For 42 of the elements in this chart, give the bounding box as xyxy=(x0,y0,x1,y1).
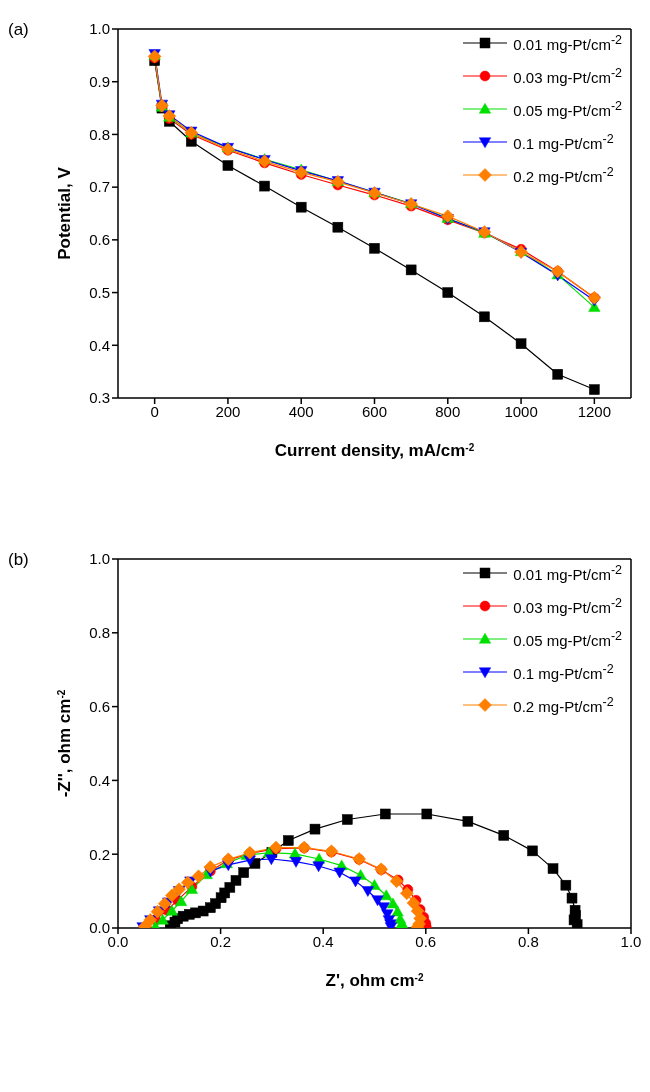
y-tick-label: 0.6 xyxy=(89,231,110,249)
y-tick-label: 0.6 xyxy=(89,697,110,715)
x-axis-title: Current density, mA/cm$^{-2}$ xyxy=(274,441,475,460)
x-tick-label: 1200 xyxy=(577,402,612,420)
x-tick-label: 400 xyxy=(288,402,314,420)
x-tick-label: 0.6 xyxy=(415,932,437,950)
x-tick-label: 1000 xyxy=(504,402,538,420)
y-tick-label: 0.5 xyxy=(89,283,110,301)
y-tick-label: 0.3 xyxy=(89,389,110,407)
legend-label: 0.05 mg-Pt/cm$^{-2}$ xyxy=(513,628,622,651)
y-tick-label: 0.0 xyxy=(89,919,110,937)
x-tick-label: 0.2 xyxy=(210,932,232,950)
legend-label: 0.03 mg-Pt/cm$^{-2}$ xyxy=(513,595,622,618)
legend-label: 0.01 mg-Pt/cm$^{-2}$ xyxy=(513,562,622,585)
legend-label: 0.2 mg-Pt/cm$^{-2}$ xyxy=(513,694,614,717)
x-axis-title: Z', ohm cm$^{-2}$ xyxy=(325,971,424,990)
text: (a) xyxy=(8,20,29,40)
x-tick-label: 800 xyxy=(435,402,461,420)
legend-label: 0.1 mg-Pt/cm$^{-2}$ xyxy=(513,131,614,154)
x-tick-label: 0.8 xyxy=(517,932,539,950)
y-tick-label: 1.0 xyxy=(89,550,110,568)
y-tick-label: 0.4 xyxy=(89,336,110,354)
legend-label: 0.05 mg-Pt/cm$^{-2}$ xyxy=(513,98,622,121)
legend-label: 0.01 mg-Pt/cm$^{-2}$ xyxy=(513,32,622,55)
x-tick-label: 1.0 xyxy=(620,932,642,950)
text: (b) xyxy=(8,550,29,570)
y-tick-label: 0.8 xyxy=(89,125,110,143)
x-tick-label: 200 xyxy=(215,402,241,420)
x-tick-label: 0.0 xyxy=(107,932,129,950)
y-tick-label: 1.0 xyxy=(89,20,110,38)
y-tick-label: 0.9 xyxy=(89,73,110,91)
y-tick-label: 0.4 xyxy=(89,771,110,789)
legend-label: 0.1 mg-Pt/cm$^{-2}$ xyxy=(513,661,614,684)
legend-label: 0.2 mg-Pt/cm$^{-2}$ xyxy=(513,164,614,187)
y-tick-label: 0.8 xyxy=(89,624,110,642)
legend-label: 0.03 mg-Pt/cm$^{-2}$ xyxy=(513,65,622,88)
x-tick-label: 0 xyxy=(150,402,159,420)
y-axis-title: Potential, V xyxy=(55,166,74,260)
y-tick-label: 0.2 xyxy=(89,845,110,863)
y-tick-label: 0.7 xyxy=(89,178,110,196)
x-tick-label: 0.4 xyxy=(312,932,334,950)
x-tick-label: 600 xyxy=(361,402,388,420)
